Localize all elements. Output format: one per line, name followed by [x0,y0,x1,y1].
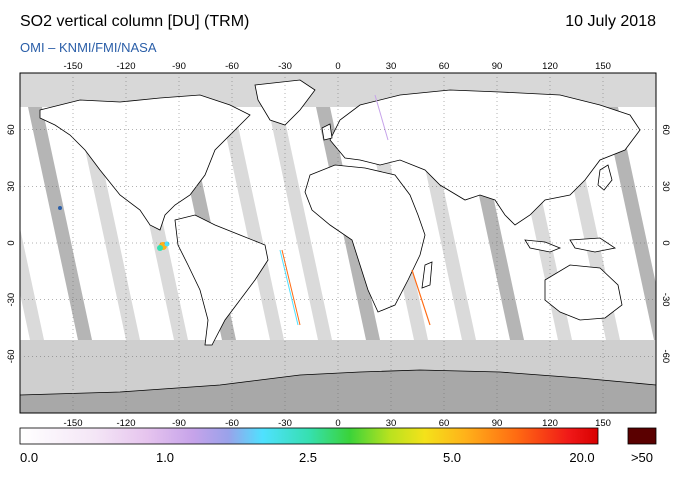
latitude-tick-label: 30 [660,181,671,192]
latitude-tick-label: -30 [660,293,671,307]
longitude-tick-label: -120 [116,61,135,72]
colorbar-gradient [19,427,599,445]
latitude-tick-label: 0 [660,240,671,245]
longitude-tick-label: 60 [439,418,450,429]
data-source: OMI – KNMI/FMI/NASA [20,40,157,55]
longitude-tick-label: -30 [278,418,292,429]
longitude-tick-label: 30 [386,418,397,429]
longitude-ticks-top: -150 -120 -90 -60 -30 0 30 60 90 120 150 [63,61,610,72]
latitude-tick-label: -60 [660,349,671,363]
longitude-tick-label: -90 [172,61,186,72]
latitude-tick-label: 60 [660,124,671,135]
longitude-tick-label: 150 [595,418,611,429]
gap-stripe [76,107,140,340]
longitude-tick-label: 0 [335,418,340,429]
longitude-tick-label: 90 [492,61,503,72]
longitude-tick-label: 120 [542,61,558,72]
longitude-tick-label: -60 [225,418,239,429]
colorbar-label-1: 1.0 [155,450,175,465]
latitude-ticks-right: 60 30 0 -30 -60 [660,124,671,363]
longitude-tick-label: -30 [278,61,292,72]
gap-stripe [268,107,332,340]
latitude-ticks-left: 60 30 0 -30 -60 [6,124,17,363]
colorbar-label-3: 5.0 [442,450,462,465]
colorbar-label-2: 2.5 [298,450,318,465]
gap-stripe [604,107,656,340]
longitude-tick-label: -60 [225,61,239,72]
latitude-tick-label: -30 [6,293,17,307]
latitude-tick-label: 0 [6,240,17,245]
colorbar-label-0: 0.0 [20,450,39,465]
gap-stripe [220,107,284,340]
colorbar-over-box [627,427,657,445]
longitude-ticks-bottom: -150 -120 -90 -60 -30 0 30 60 90 120 150 [63,418,610,429]
longitude-tick-label: 150 [595,61,611,72]
gap-stripe [20,228,44,340]
longitude-tick-label: -120 [116,418,135,429]
longitude-tick-label: 30 [386,61,397,72]
gap-stripe [28,107,92,340]
colorbar-label-5: >50 [630,450,654,465]
longitude-tick-label: -150 [63,61,82,72]
colorbar-label-4: 20.0 [569,450,595,465]
observation-date: 10 July 2018 [565,13,656,30]
map-title: SO2 vertical column [DU] (TRM) [20,13,250,30]
latitude-tick-label: 30 [6,181,17,192]
longitude-tick-label: 120 [542,418,558,429]
longitude-tick-label: -90 [172,418,186,429]
longitude-tick-label: 0 [335,61,340,72]
latitude-tick-label: 60 [6,124,17,135]
longitude-tick-label: 90 [492,418,503,429]
latitude-tick-label: -60 [6,349,17,363]
coastlines [20,79,656,413]
longitude-tick-label: -150 [63,418,82,429]
longitude-tick-label: 60 [439,61,450,72]
